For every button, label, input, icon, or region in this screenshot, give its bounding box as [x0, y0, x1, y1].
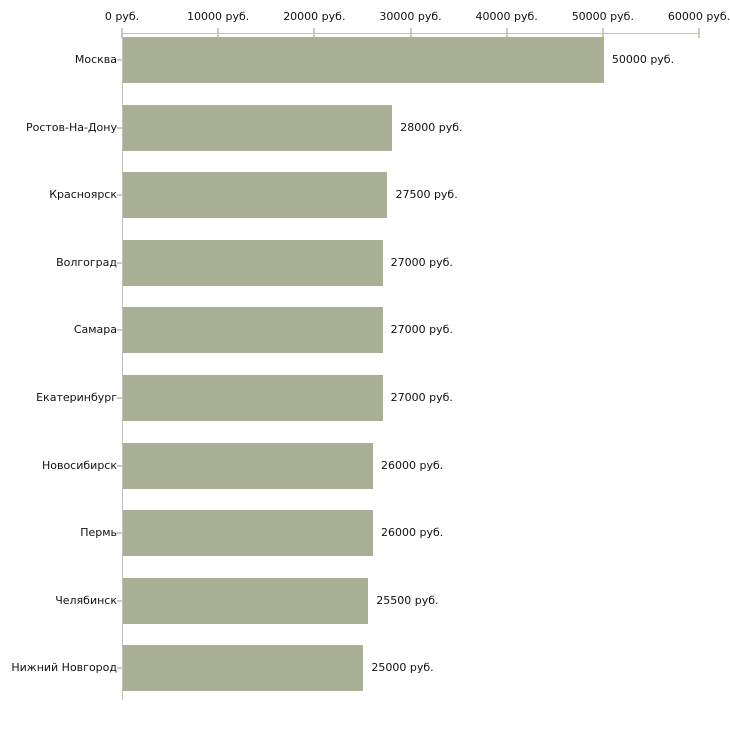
category-label: Москва [74, 53, 117, 66]
value-label: 27000 руб. [390, 255, 453, 269]
x-axis-line [122, 33, 700, 34]
x-axis-tick-label: 30000 руб. [379, 10, 442, 23]
x-axis-tick-label: 40000 руб. [475, 10, 538, 23]
x-axis-tick-label: 0 руб. [104, 10, 140, 23]
bar [123, 172, 388, 219]
bar [123, 104, 393, 151]
y-axis-tick-mark [117, 397, 122, 399]
y-axis-tick-mark [117, 667, 122, 670]
category-label: Пермь [80, 526, 117, 540]
value-label: 25000 руб. [371, 661, 434, 675]
value-label: 27500 руб. [395, 188, 458, 202]
y-axis-line [122, 33, 123, 700]
value-label: 28000 руб. [400, 120, 463, 134]
x-axis-tick-label: 50000 руб. [571, 10, 634, 23]
x-axis-tick-label: 10000 руб. [187, 10, 250, 23]
value-label: 50000 руб. [611, 53, 675, 66]
category-label: Нижний Новгород [11, 661, 117, 675]
bar [123, 577, 369, 624]
y-axis-tick-mark [117, 261, 122, 264]
category-label: Новосибирск [41, 458, 117, 472]
category-label: Екатеринбург [36, 391, 117, 404]
bar [123, 442, 374, 489]
bar [123, 375, 383, 421]
y-axis-tick-mark [117, 194, 122, 197]
category-label: Челябинск [55, 593, 117, 607]
value-label: 25500 руб. [376, 593, 439, 607]
x-axis-tick-label: 60000 руб. [667, 10, 730, 23]
value-label: 26000 руб. [381, 526, 444, 540]
bar [123, 645, 364, 692]
bar [123, 239, 383, 286]
category-label: Волгоград [56, 255, 117, 269]
x-axis-tick-label: 20000 руб. [283, 10, 346, 23]
y-axis-tick-mark [117, 59, 122, 61]
value-label: 27000 руб. [390, 323, 453, 337]
y-axis-tick-mark [117, 126, 122, 129]
y-axis-tick-mark [117, 532, 122, 535]
y-axis-tick-mark [117, 599, 122, 602]
y-axis-tick-mark [117, 464, 122, 467]
value-label: 26000 руб. [381, 458, 444, 472]
bar [123, 37, 604, 83]
y-axis-tick-mark [117, 329, 122, 332]
category-label: Ростов-На-Дону [25, 120, 117, 134]
bar [123, 307, 383, 354]
bar [123, 510, 374, 557]
category-label: Самара [73, 323, 117, 337]
category-label: Красноярск [49, 188, 117, 202]
value-label: 27000 руб. [390, 391, 453, 404]
